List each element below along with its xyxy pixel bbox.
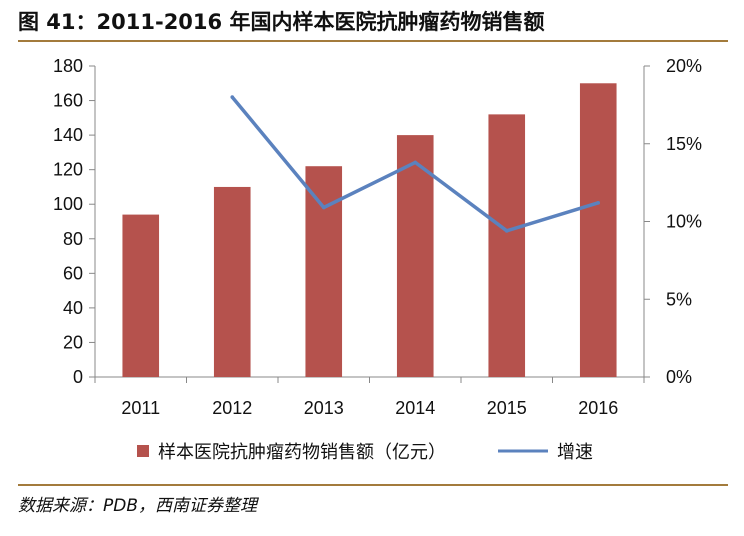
source-rule (18, 484, 728, 486)
legend-label-line: 增速 (557, 442, 593, 463)
growth-point (504, 229, 509, 233)
y-tick-label-left: 120 (53, 160, 83, 180)
title-rule (18, 40, 728, 42)
bar (305, 166, 343, 377)
growth-point (596, 201, 601, 205)
y-tick-label-left: 140 (53, 125, 83, 145)
y-tick-label-left: 40 (63, 298, 83, 318)
bar-series (122, 83, 617, 378)
x-tick-label: 2014 (395, 398, 435, 418)
x-tick-label: 2012 (212, 398, 252, 418)
legend-swatch-bar (137, 445, 149, 457)
y-tick-label-right: 5% (666, 289, 692, 309)
legend-label-bar: 样本医院抗肿瘤药物销售额（亿元） (158, 442, 446, 463)
source-note: 数据来源：PDB，西南证券整理 (18, 496, 258, 516)
bar (488, 114, 526, 377)
y-tick-label-left: 100 (53, 194, 83, 214)
tick-labels: 0 20 40 60 80 100 120 140 160 180 0% 5% 10% 15% 20% 201… (53, 56, 702, 418)
y-tick-label-left: 60 (63, 263, 83, 283)
page-title: 图 41：2011-2016 年国内样本医院抗肿瘤药物销售额 (18, 10, 545, 34)
y-tick-label-left: 0 (73, 367, 83, 387)
bar (213, 186, 251, 377)
bar (396, 135, 434, 377)
growth-point (321, 205, 326, 210)
y-tick-label-right: 20% (666, 56, 702, 76)
growth-point (230, 95, 235, 99)
y-tick-label-left: 80 (63, 229, 83, 249)
y-tick-label-right: 15% (666, 134, 702, 154)
bar (122, 214, 160, 377)
x-tick-label: 2013 (304, 398, 344, 418)
bar (579, 83, 617, 378)
chart-axes (89, 65, 650, 383)
x-tick-label: 2016 (578, 398, 618, 418)
chart: 0 20 40 60 80 100 120 140 160 180 0% 5% 10% 15% 20% 201… (53, 56, 702, 463)
x-tick-label: 2011 (121, 398, 160, 418)
y-tick-label-left: 20 (63, 332, 83, 352)
y-tick-label-left: 160 (53, 91, 83, 111)
y-tick-label-right: 0% (666, 367, 692, 387)
y-tick-label-right: 10% (666, 212, 702, 232)
x-tick-label: 2015 (487, 398, 527, 418)
growth-line-series (230, 95, 601, 233)
legend: 样本医院抗肿瘤药物销售额（亿元） 增速 (137, 442, 593, 463)
y-tick-label-left: 180 (53, 56, 83, 76)
growth-point (413, 160, 418, 165)
